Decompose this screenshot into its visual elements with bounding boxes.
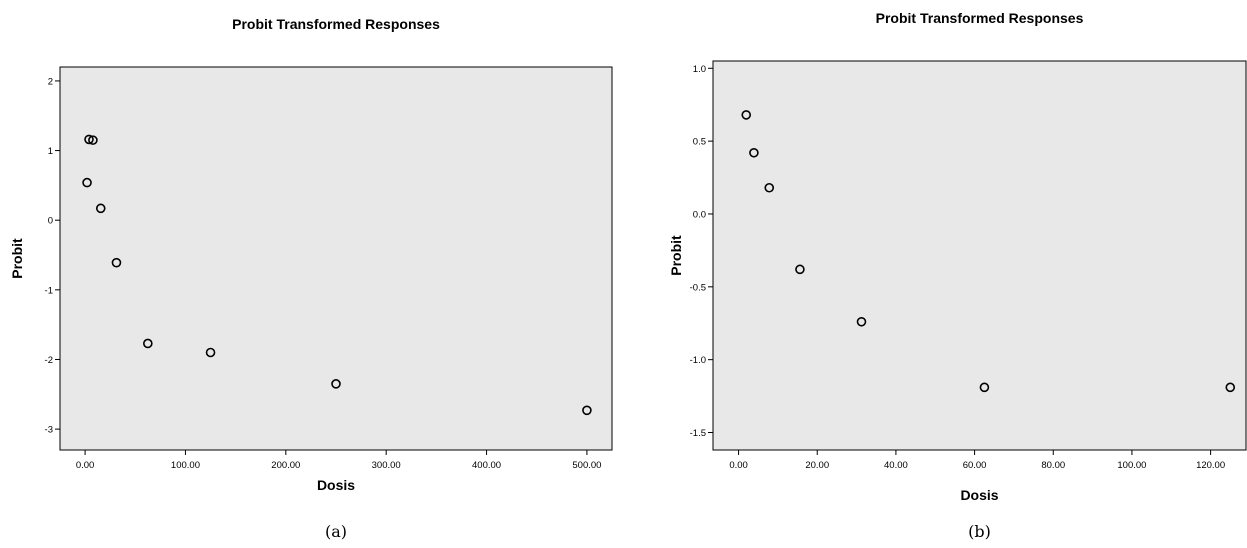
- data-point: [95, 203, 106, 214]
- data-point: [582, 405, 592, 416]
- x-axis-label: Dosis: [317, 477, 355, 493]
- data-point: [741, 110, 752, 120]
- plot-area: [712, 60, 1247, 451]
- x-tick-label: 0.00: [729, 460, 748, 471]
- data-point: [1225, 382, 1236, 393]
- x-tick-label: 40.00: [884, 460, 908, 471]
- x-tick-label: 120.00: [1196, 460, 1225, 471]
- x-tick-label: 60.00: [963, 460, 987, 471]
- data-point: [205, 347, 216, 358]
- y-tick-label: 0: [48, 216, 53, 227]
- data-point: [749, 147, 759, 158]
- x-axis-label: Dosis: [960, 487, 998, 503]
- y-tick-label: -1.0: [690, 355, 706, 366]
- y-axis-label: Probit: [668, 235, 684, 276]
- y-tick-label: -2: [45, 355, 53, 366]
- x-tick-label: 500.00: [572, 460, 601, 471]
- y-tick-label: -3: [45, 425, 53, 436]
- x-tick-label: 100.00: [1117, 460, 1146, 471]
- data-point: [795, 264, 805, 275]
- data-point: [856, 316, 867, 327]
- y-tick-label: -0.5: [690, 282, 706, 293]
- figure-caption: (b): [968, 522, 991, 541]
- data-point: [82, 177, 92, 188]
- x-axis-ticks: 0.00 20.00 40.00 60.00 80.00 100.00 120.00: [729, 450, 1225, 471]
- y-axis-ticks: 1.0 0.5 0.0 -0.5 -1.0 -1.5: [690, 64, 713, 439]
- data-points: [82, 134, 592, 416]
- plot-area: [59, 66, 613, 451]
- data-point: [84, 134, 94, 145]
- x-tick-label: 0.00: [76, 460, 95, 471]
- chart-a: Probit Transformed Responses 2 1 0 -1 -2 -3 0.0…: [9, 16, 613, 541]
- x-tick-label: 200.00: [271, 460, 300, 471]
- figure-caption: (a): [325, 522, 347, 541]
- data-point: [764, 182, 775, 193]
- y-tick-label: 2: [48, 76, 53, 87]
- y-tick-label: 0.0: [693, 209, 706, 220]
- data-point: [88, 135, 98, 145]
- y-tick-label: 1: [48, 146, 53, 157]
- x-tick-label: 400.00: [472, 460, 501, 471]
- data-points: [741, 110, 1236, 393]
- y-axis-label: Probit: [9, 238, 25, 279]
- y-tick-label: 1.0: [693, 64, 706, 75]
- x-tick-label: 100.00: [171, 460, 200, 471]
- x-axis-ticks: 0.00 100.00 200.00 300.00 400.00 500.00: [76, 450, 601, 471]
- data-point: [331, 379, 341, 389]
- data-point: [143, 338, 153, 349]
- y-tick-label: -1: [45, 285, 53, 296]
- y-tick-label: 0.5: [693, 137, 706, 148]
- y-axis-ticks: 2 1 0 -1 -2 -3: [45, 76, 60, 436]
- chart-title: Probit Transformed Responses: [232, 16, 440, 32]
- chart-b: Probit Transformed Responses 1.0 0.5 0.0 -0.…: [668, 10, 1247, 541]
- chart-title: Probit Transformed Responses: [876, 10, 1084, 26]
- data-point: [111, 257, 122, 268]
- x-tick-label: 80.00: [1041, 460, 1065, 471]
- x-tick-label: 300.00: [372, 460, 401, 471]
- y-tick-label: -1.5: [690, 428, 706, 439]
- data-point: [979, 382, 990, 393]
- x-tick-label: 20.00: [805, 460, 829, 471]
